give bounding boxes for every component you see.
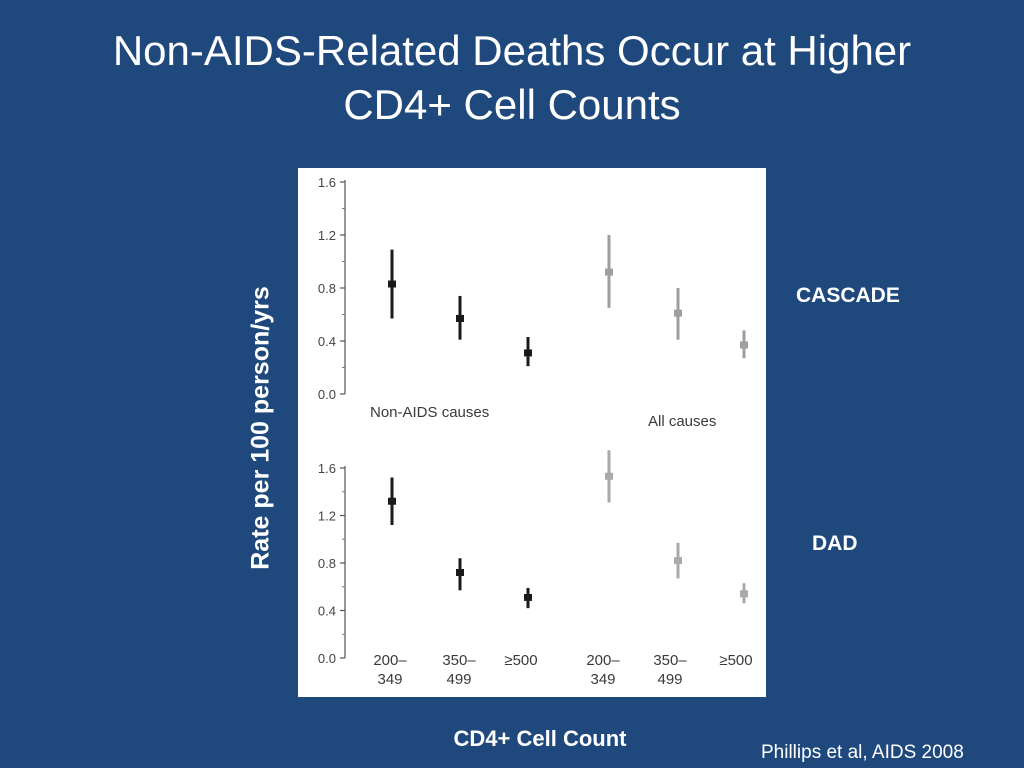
study-label-dad: DAD [812,532,858,555]
chart-figure: Non-AIDS causes All causes 200– 349 350–… [298,168,766,697]
y-tick-label: 0.0 [318,651,336,666]
y-tick-label: 1.2 [318,509,336,524]
x-axis-label: CD4+ Cell Count [453,726,627,751]
legend-all-causes: All causes [648,413,716,430]
y-tick-label: 1.2 [318,228,336,243]
data-point [456,569,464,576]
x-category-labels: 200– 349 350– 499 ≥500 200– 349 350– 499… [373,652,752,688]
y-tick-label: 1.6 [318,175,336,190]
data-point [674,557,682,565]
x-category-label: 499 [446,671,471,688]
data-point [605,472,613,480]
x-category-label: 200– [586,652,620,669]
x-category-label: 200– [373,652,407,669]
slide-title-line-1: Non-AIDS-Related Deaths Occur at Higher [112,27,912,74]
study-label-cascade: CASCADE [796,284,900,307]
x-category-label: 349 [377,671,402,688]
y-tick-label: 1.6 [318,461,336,476]
y-tick-label: 0.8 [318,281,336,296]
data-point [388,497,396,505]
slide-title-line-2: CD4+ Cell Counts [343,81,681,128]
data-point [674,309,682,317]
chart-marks: 0.0 0.4 0.8 1.2 1.6 0.0 0.4 0.8 1.2 1.6 [318,175,748,666]
data-point [740,590,748,598]
x-category-label: ≥500 [719,652,752,669]
x-category-label: 350– [442,652,476,669]
data-point [388,280,396,288]
y-tick-label: 0.8 [318,556,336,571]
x-category-label: 349 [590,671,615,688]
x-category-label: ≥500 [504,652,537,669]
citation: Phillips et al, AIDS 2008 [761,742,964,763]
y-tick-label: 0.4 [318,334,336,349]
x-category-label: 350– [653,652,687,669]
y-tick-label: 0.0 [318,387,336,402]
data-point [524,593,532,601]
y-tick-label: 0.4 [318,604,336,619]
y-axis-label: Rate per 100 person/yrs [246,286,275,570]
data-point [456,314,464,322]
slide-title: Non-AIDS-Related Deaths Occur at Higher … [0,24,1024,132]
legend-non-aids-causes: Non-AIDS causes [370,404,489,421]
x-category-label: 499 [657,671,682,688]
chart-svg: Non-AIDS causes All causes 200– 349 350–… [318,175,753,688]
data-point [740,341,748,349]
data-point [524,349,532,357]
data-point [605,268,613,276]
